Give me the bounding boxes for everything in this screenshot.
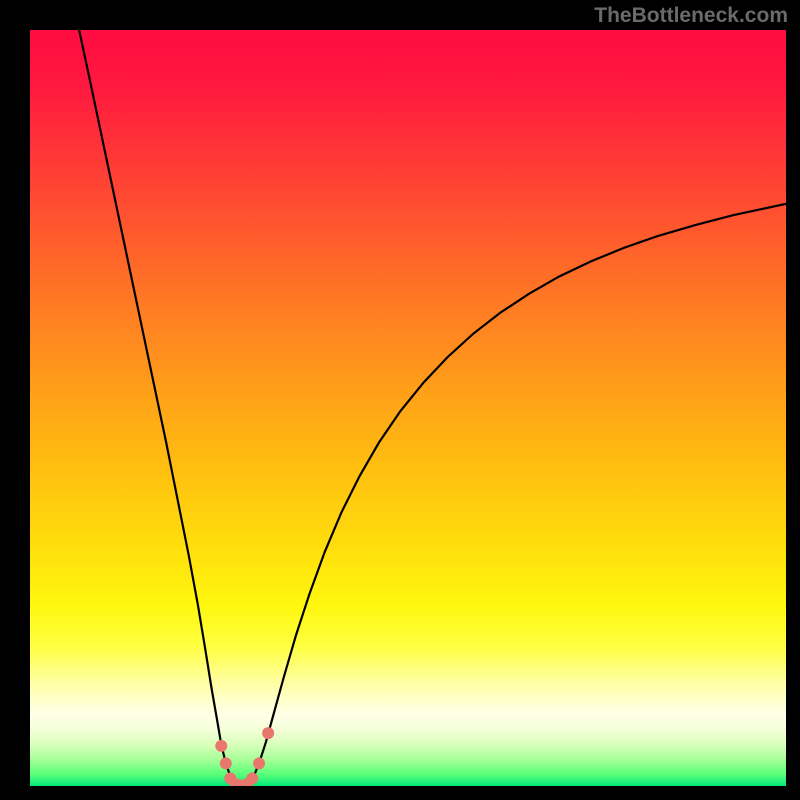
- curve-layer: [30, 30, 786, 786]
- marker-dot: [215, 740, 227, 752]
- marker-dot: [253, 757, 265, 769]
- marker-dot: [246, 772, 258, 784]
- plot-area: [30, 30, 786, 786]
- marker-dot: [220, 757, 232, 769]
- watermark-text: TheBottleneck.com: [594, 4, 788, 28]
- bottleneck-curve: [79, 30, 786, 786]
- marker-dot: [262, 727, 274, 739]
